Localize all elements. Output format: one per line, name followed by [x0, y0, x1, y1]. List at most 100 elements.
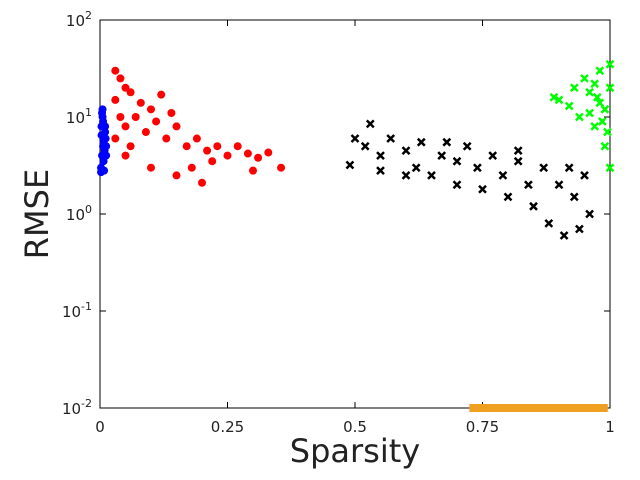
point [585, 209, 594, 219]
x-tick-label: 0 [95, 418, 105, 436]
point [213, 142, 222, 151]
point [571, 404, 588, 412]
point [580, 74, 589, 83]
point [102, 151, 111, 160]
point [233, 142, 242, 151]
point [581, 404, 598, 412]
point [489, 404, 506, 412]
point [116, 113, 125, 121]
point [554, 95, 564, 105]
point [529, 201, 538, 211]
point [116, 74, 125, 83]
point [98, 105, 107, 114]
point [503, 192, 513, 202]
point [530, 404, 547, 412]
point [551, 404, 567, 412]
point [121, 151, 130, 160]
point [365, 119, 375, 129]
point [223, 151, 232, 160]
point [591, 404, 608, 412]
x-tick-label: 1 [605, 418, 615, 436]
point [554, 180, 564, 190]
point [595, 98, 605, 108]
point [100, 166, 109, 175]
point [540, 404, 557, 412]
point [416, 137, 426, 147]
point [264, 148, 273, 157]
point [157, 90, 166, 99]
point [172, 171, 181, 180]
point [597, 117, 607, 126]
point [580, 171, 589, 180]
point [590, 122, 600, 131]
point [605, 163, 615, 173]
y-tick-label: 100 [66, 203, 92, 224]
point [590, 79, 600, 89]
point [401, 146, 411, 156]
point [442, 137, 452, 147]
point [479, 404, 496, 412]
point [111, 95, 120, 104]
point [152, 117, 161, 126]
point [561, 404, 578, 412]
point [376, 151, 385, 160]
point [345, 160, 355, 170]
point [452, 180, 462, 190]
point [411, 163, 421, 173]
point [603, 127, 612, 137]
point [101, 122, 110, 131]
point [549, 92, 559, 102]
point [111, 66, 120, 75]
point [386, 134, 396, 143]
point [462, 141, 472, 151]
point [254, 153, 263, 162]
point [167, 108, 176, 117]
point [126, 88, 135, 97]
y-tick-base: 10 [66, 12, 85, 30]
y-tick-base: 10 [66, 206, 85, 224]
y-tick-exponent: 0 [85, 203, 92, 216]
point [437, 151, 447, 160]
point [99, 138, 108, 147]
point [498, 171, 508, 180]
y-tick-base: 10 [62, 303, 81, 321]
plot-frame [99, 19, 611, 409]
point [544, 219, 554, 228]
point [376, 166, 385, 176]
point [136, 98, 145, 107]
point [187, 163, 196, 172]
point [585, 108, 594, 118]
point [524, 180, 533, 190]
y-tick-label: 102 [66, 9, 92, 30]
point [575, 224, 584, 234]
y-tick-exponent: -2 [81, 397, 92, 410]
point [131, 113, 140, 121]
point [605, 59, 615, 69]
y-tick-exponent: 1 [85, 106, 92, 119]
point [569, 192, 579, 202]
point [249, 166, 257, 175]
point [172, 122, 181, 131]
point [564, 163, 574, 173]
point [162, 134, 171, 143]
point [350, 134, 360, 143]
y-tick-base: 10 [62, 400, 81, 418]
point [564, 101, 574, 111]
point [182, 142, 191, 151]
point [510, 404, 527, 412]
point [192, 134, 201, 143]
point [513, 146, 523, 156]
point [203, 146, 212, 155]
point [473, 163, 482, 173]
point [401, 171, 411, 180]
point [575, 112, 584, 122]
point [121, 122, 130, 131]
point [500, 404, 516, 412]
point [595, 66, 605, 76]
point [559, 231, 569, 240]
point [520, 404, 537, 412]
point [111, 134, 120, 143]
point [208, 157, 217, 166]
x-tick-label: 0.5 [343, 418, 367, 436]
